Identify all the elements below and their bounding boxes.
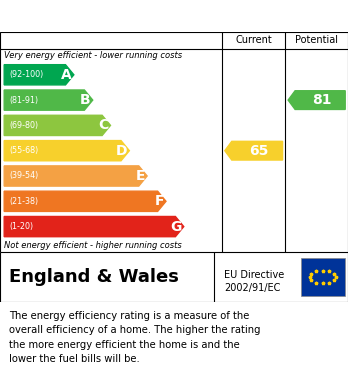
Polygon shape	[4, 115, 110, 136]
Text: 65: 65	[249, 143, 269, 158]
Polygon shape	[288, 91, 345, 109]
Text: (69-80): (69-80)	[9, 121, 39, 130]
Polygon shape	[225, 141, 283, 160]
Text: G: G	[170, 220, 182, 233]
Polygon shape	[4, 90, 93, 110]
Text: C: C	[98, 118, 108, 133]
Polygon shape	[4, 217, 184, 237]
Text: (55-68): (55-68)	[9, 146, 39, 155]
Text: 2002/91/EC: 2002/91/EC	[224, 283, 281, 293]
Text: (21-38): (21-38)	[9, 197, 39, 206]
Polygon shape	[4, 141, 129, 161]
Text: (81-91): (81-91)	[9, 95, 39, 104]
Text: Current: Current	[235, 35, 272, 45]
Bar	[301, 258, 345, 296]
Text: England & Wales: England & Wales	[9, 268, 179, 286]
Polygon shape	[4, 191, 166, 212]
Text: (1-20): (1-20)	[9, 222, 33, 231]
Text: Very energy efficient - lower running costs: Very energy efficient - lower running co…	[4, 51, 182, 60]
Text: (92-100): (92-100)	[9, 70, 44, 79]
Text: EU Directive: EU Directive	[224, 269, 285, 280]
Polygon shape	[4, 65, 74, 85]
Text: D: D	[116, 143, 127, 158]
Text: Potential: Potential	[295, 35, 338, 45]
Text: The energy efficiency rating is a measure of the
overall efficiency of a home. T: The energy efficiency rating is a measur…	[9, 311, 260, 364]
Text: B: B	[80, 93, 90, 107]
Text: 81: 81	[312, 93, 332, 107]
Text: A: A	[61, 68, 72, 82]
Text: (39-54): (39-54)	[9, 172, 39, 181]
Text: F: F	[155, 194, 164, 208]
Polygon shape	[4, 166, 147, 186]
Text: Energy Efficiency Rating: Energy Efficiency Rating	[9, 9, 230, 24]
Text: E: E	[135, 169, 145, 183]
Text: Not energy efficient - higher running costs: Not energy efficient - higher running co…	[4, 241, 182, 250]
